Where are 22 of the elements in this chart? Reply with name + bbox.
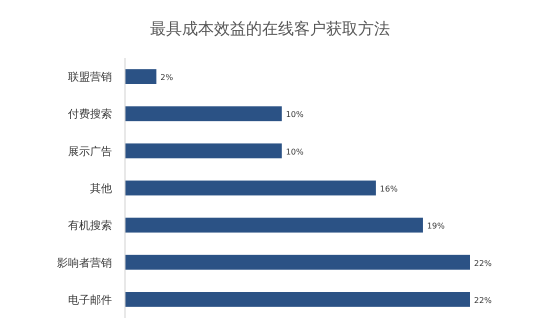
bar bbox=[125, 106, 282, 122]
data-label: 22% bbox=[474, 258, 492, 268]
y-tick-label: 影响者营销 bbox=[57, 256, 112, 270]
bar bbox=[125, 254, 470, 270]
y-tick-label: 其他 bbox=[90, 182, 112, 195]
data-label: 19% bbox=[426, 222, 446, 231]
data-label: 10% bbox=[286, 147, 304, 156]
data-label: 16% bbox=[380, 184, 398, 194]
y-tick-label: 有机搜索 bbox=[68, 219, 112, 232]
bar bbox=[125, 143, 282, 158]
bar bbox=[125, 69, 156, 84]
y-tick-label: 付费搜索 bbox=[68, 108, 112, 121]
data-label: 10% bbox=[286, 110, 304, 120]
y-tick-label: 展示广告 bbox=[68, 144, 112, 158]
data-label: 2% bbox=[160, 73, 174, 82]
data-label: 22% bbox=[474, 296, 492, 305]
bar bbox=[125, 218, 423, 233]
bar bbox=[125, 292, 470, 307]
bar bbox=[125, 180, 376, 196]
y-tick-label: 电子邮件 bbox=[68, 293, 112, 306]
y-tick-label: 联盟营销 bbox=[68, 70, 112, 84]
chart-title: 最具成本效益的在线客户获取方法 bbox=[150, 19, 390, 38]
